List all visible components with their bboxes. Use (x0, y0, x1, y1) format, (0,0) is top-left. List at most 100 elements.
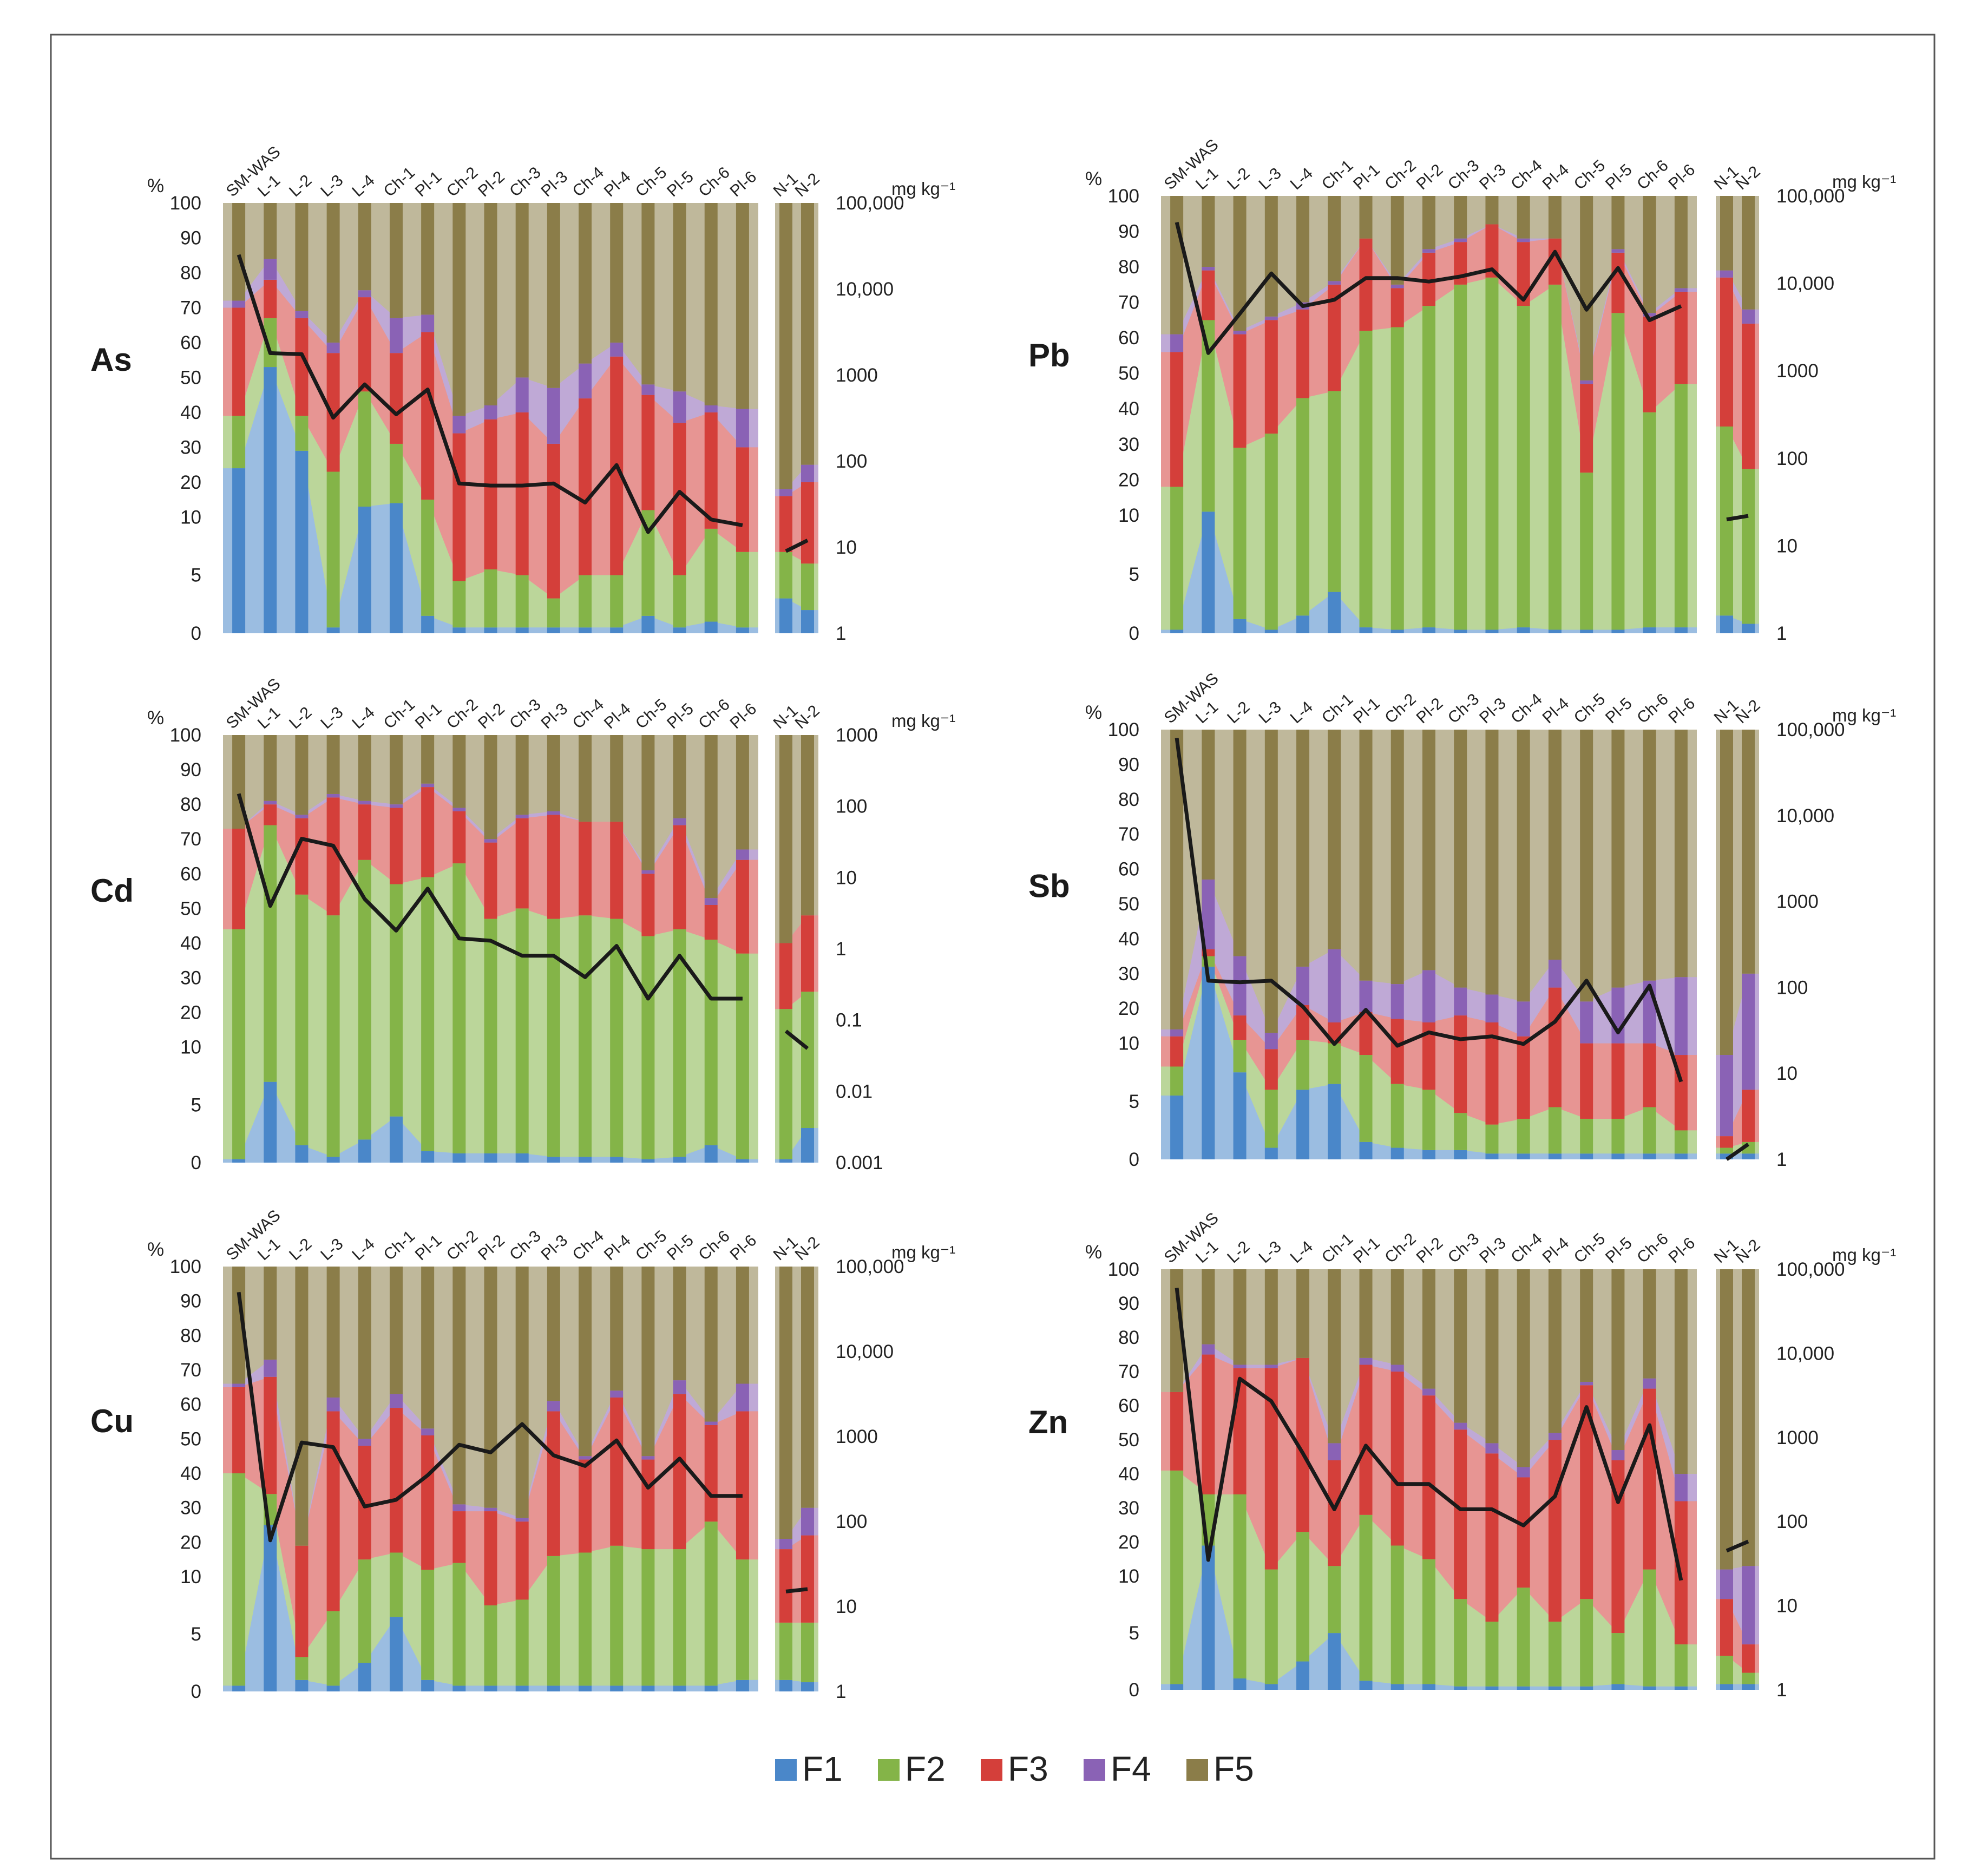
bar-f1 (547, 1685, 560, 1691)
conc-tick-label: 1 (1776, 1680, 1787, 1701)
percent-tick-label: 60 (180, 332, 201, 353)
category-label: L-4 (349, 1235, 378, 1264)
bar-f1-reference (801, 1682, 814, 1691)
category-label: Ch-6 (695, 1227, 733, 1264)
bar-f3 (1264, 320, 1278, 434)
bar-f1 (1170, 629, 1184, 633)
bar-f1-reference (1742, 624, 1755, 633)
bar-f1 (389, 503, 403, 633)
bar-f1 (1454, 1150, 1467, 1159)
conc-tick-label: 1000 (836, 1426, 878, 1447)
bar-f4 (1170, 334, 1184, 352)
bar-f5 (1548, 196, 1562, 239)
bar-f4 (358, 801, 371, 805)
bar-f5 (421, 1267, 435, 1429)
percent-tick-label: 30 (1118, 434, 1139, 455)
bar-f2 (232, 1473, 246, 1686)
bar-f3 (1390, 1019, 1404, 1084)
bar-f4 (452, 808, 466, 811)
concentration-line-reference (1726, 514, 1749, 522)
bar-f2 (1422, 306, 1435, 628)
conc-tick-label: 10 (1776, 535, 1798, 556)
bar-f3 (641, 1459, 655, 1550)
legend-swatch-f5 (1186, 1759, 1208, 1781)
bar-f1 (641, 1159, 655, 1163)
percent-tick-label: 10 (180, 1566, 201, 1588)
conc-axis-unit: mg kg⁻¹ (1832, 172, 1896, 192)
conc-tick-label: 1 (1776, 623, 1787, 644)
bar-f5 (1422, 1269, 1435, 1389)
conc-tick-label: 10 (836, 867, 857, 888)
bar-f5 (1390, 1269, 1404, 1365)
percent-tick-label: 50 (180, 1428, 201, 1449)
percent-tick-label: 20 (180, 472, 201, 493)
bar-f3 (515, 412, 529, 575)
category-label: Pl-2 (1413, 1234, 1447, 1267)
bar-f5 (232, 203, 246, 301)
bar-f1 (358, 507, 371, 633)
bar-f1 (1517, 1686, 1530, 1690)
bar-f2 (389, 443, 403, 503)
bar-f5 (547, 735, 560, 811)
bar-f3 (1643, 316, 1656, 412)
panel-zn: Zn%10090807060504030201050100,00010,0001… (1028, 1209, 1896, 1701)
percent-tick-label: 5 (191, 1094, 201, 1116)
percent-tick-label: 5 (1129, 1091, 1139, 1112)
bar-f1 (515, 1153, 529, 1163)
category-label: Ch-3 (1445, 1230, 1482, 1267)
bar-f3 (264, 1376, 277, 1494)
bar-f5 (484, 735, 497, 839)
bar-f2 (452, 863, 466, 1153)
bar-f5 (1170, 196, 1184, 334)
bar-f5 (295, 203, 309, 311)
bar-f2 (1359, 331, 1373, 628)
bar-f2 (1296, 1532, 1310, 1662)
element-label: As (90, 342, 132, 378)
bar-f2 (1170, 487, 1184, 630)
conc-tick-label: 1 (836, 623, 846, 644)
bar-f1 (1233, 1072, 1247, 1159)
bar-f5 (641, 735, 655, 870)
bar-f4 (1580, 1001, 1593, 1044)
bar-f4 (1611, 1450, 1625, 1460)
bar-f2 (389, 884, 403, 1117)
conc-tick-label: 10 (836, 537, 857, 558)
bar-f1 (1202, 511, 1215, 633)
bar-f1 (547, 627, 560, 633)
category-label: Pl-2 (475, 700, 508, 732)
bar-f4 (1328, 949, 1341, 1022)
bar-f2 (1422, 1090, 1435, 1150)
percent-tick-label: 80 (180, 263, 201, 284)
bar-f1 (1390, 1147, 1404, 1159)
bar-f3-reference (801, 915, 814, 992)
bar-f4-reference (1720, 1055, 1733, 1137)
bar-f4 (547, 1401, 560, 1412)
bar-f2 (1611, 313, 1625, 630)
bar-f2 (610, 919, 624, 1157)
bar-f5-reference (801, 203, 814, 465)
bar-f5 (1611, 1269, 1625, 1451)
bar-f2 (1328, 391, 1341, 592)
bar-f4 (515, 377, 529, 412)
bar-f3 (1233, 1015, 1247, 1040)
bar-f1 (579, 627, 592, 633)
percent-tick-label: 70 (1118, 1361, 1139, 1382)
category-label: Pl-1 (1350, 161, 1383, 193)
bar-f4 (1264, 316, 1278, 320)
bar-f4 (1328, 1443, 1341, 1460)
bar-f3 (1359, 1365, 1373, 1515)
panel-cu: Cu%10090807060504030201050100,00010,0001… (90, 1206, 955, 1702)
bar-f5 (421, 203, 435, 315)
percent-tick-label: 0 (191, 623, 201, 644)
bar-f3 (358, 804, 371, 860)
bar-f1 (389, 1116, 403, 1163)
bar-f4 (704, 1421, 718, 1425)
category-label: Pl-1 (1350, 1234, 1383, 1267)
category-label: Pl-5 (1602, 694, 1636, 727)
bar-f3 (736, 860, 749, 954)
bar-f2-reference (801, 1622, 814, 1683)
category-label: Pl-5 (1602, 161, 1636, 193)
bar-f3 (1233, 334, 1247, 448)
bar-f1 (295, 1680, 309, 1691)
